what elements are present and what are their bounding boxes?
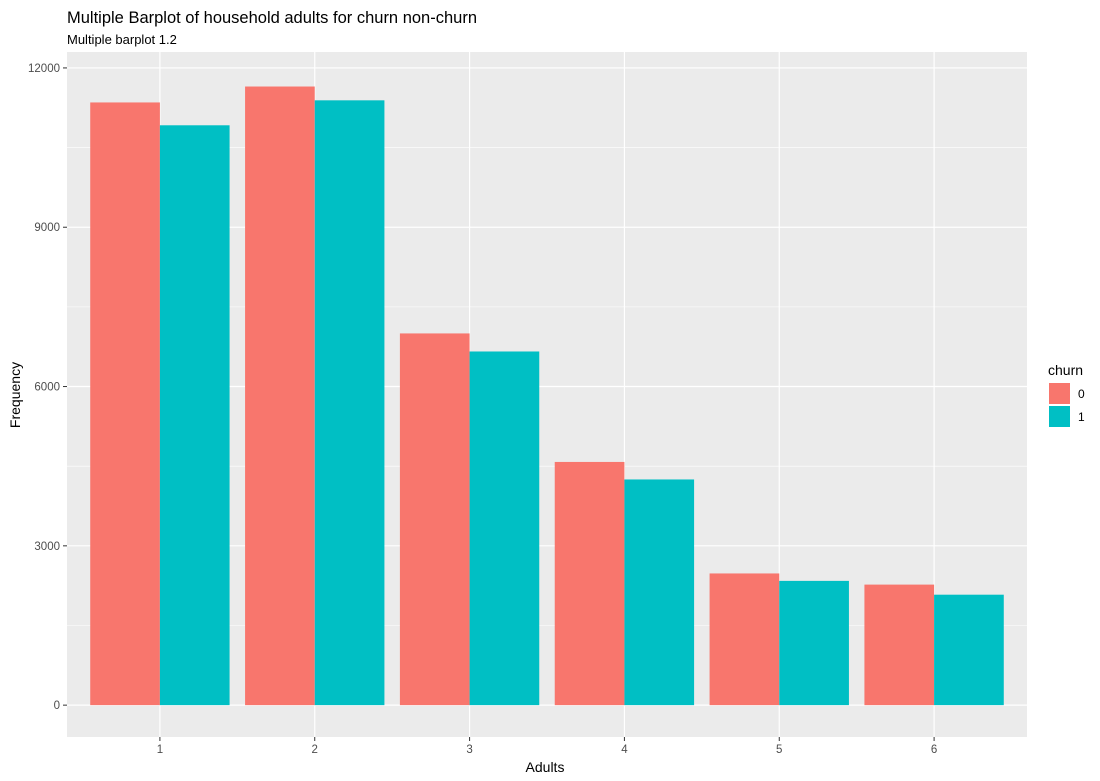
bar-series-0-adults-3	[399, 333, 470, 706]
legend-key-0	[1049, 383, 1070, 404]
y-tick-label: 9000	[34, 222, 60, 234]
legend-title: churn	[1048, 362, 1083, 378]
chart-subtitle: Multiple barplot 1.2	[67, 32, 177, 47]
x-tick-label: 3	[466, 744, 472, 756]
y-axis-title: Frequency	[7, 362, 23, 428]
bar-series-1-adults-4	[624, 479, 695, 706]
chart-title: Multiple Barplot of household adults for…	[67, 9, 477, 27]
bar-series-1-adults-5	[779, 580, 849, 706]
x-tick-label: 6	[931, 744, 937, 756]
bar-series-1-adults-3	[469, 351, 540, 706]
legend-label-0: 0	[1078, 387, 1085, 401]
y-tick-label: 6000	[34, 382, 60, 394]
bar-series-0-adults-1	[90, 102, 160, 706]
y-axis: 0 3000 6000 9000 12000	[28, 63, 67, 712]
bar-series-0-adults-2	[245, 86, 315, 706]
bar-series-0-adults-4	[554, 461, 625, 706]
x-axis: 1 2 3 4 5 6	[157, 737, 937, 756]
bar-series-0-adults-5	[709, 573, 780, 706]
x-tick-label: 2	[312, 744, 318, 756]
x-tick-label: 1	[157, 744, 163, 756]
legend-items: 01	[1049, 383, 1085, 427]
bar-series-1-adults-1	[159, 125, 230, 706]
y-tick-label: 0	[54, 700, 60, 712]
bars-group	[90, 86, 1004, 706]
legend-label-1: 1	[1078, 410, 1085, 424]
legend: churn 01	[1048, 362, 1085, 427]
y-tick-label: 12000	[28, 63, 60, 75]
legend-key-1	[1049, 406, 1070, 427]
x-axis-title: Adults	[526, 759, 565, 775]
x-tick-label: 4	[621, 744, 628, 756]
bar-series-0-adults-6	[864, 584, 935, 706]
x-tick-label: 5	[776, 744, 782, 756]
bar-series-1-adults-6	[934, 594, 1004, 706]
bar-series-1-adults-2	[314, 100, 385, 706]
y-tick-label: 3000	[34, 541, 60, 553]
